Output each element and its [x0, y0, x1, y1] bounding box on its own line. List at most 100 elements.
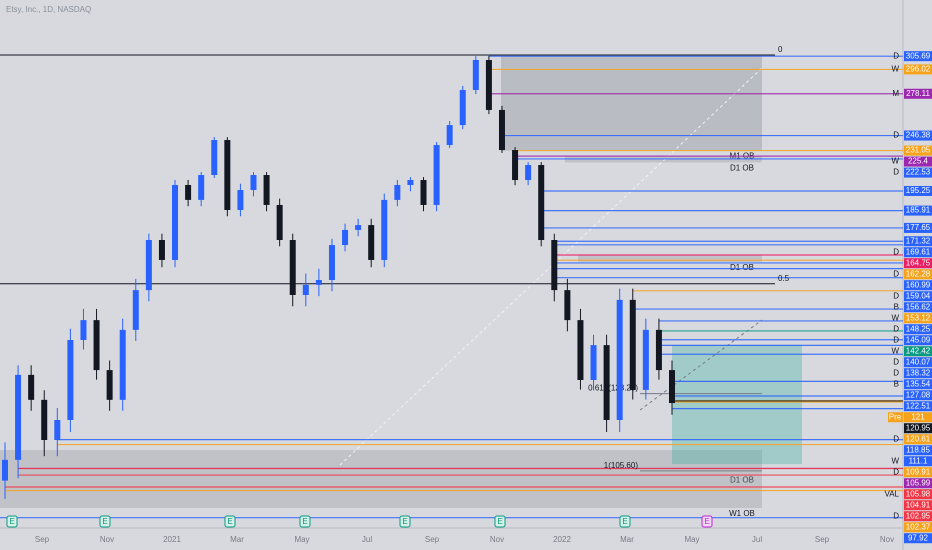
x-tick-label: May — [294, 535, 309, 544]
level-tag: D — [893, 368, 899, 377]
candle-body — [198, 175, 205, 200]
x-tick-label: Nov — [490, 535, 504, 544]
candle-body — [132, 290, 139, 330]
level-tag: D — [893, 357, 899, 366]
zone-label: D1 OB — [730, 163, 754, 172]
price-label: 121 — [911, 412, 925, 421]
price-label-bg — [904, 156, 932, 167]
candle-body — [263, 175, 270, 205]
candle-body — [642, 329, 649, 390]
earnings-label: E — [302, 517, 307, 526]
price-label: 225.4 — [908, 157, 929, 166]
level-tag: W — [891, 346, 899, 355]
x-tick-label: Nov — [880, 535, 894, 544]
order-block-zone — [0, 474, 762, 509]
candle-body — [616, 299, 623, 420]
candle-body — [328, 245, 335, 280]
candle-body — [472, 60, 479, 90]
candle-body — [446, 125, 453, 146]
candle-body — [512, 150, 519, 181]
level-tag: D — [893, 511, 899, 520]
x-tick-label: Sep — [815, 535, 830, 544]
price-label-bg — [904, 412, 932, 423]
price-label-bg — [904, 456, 932, 467]
level-tag: D — [893, 51, 899, 60]
price-label-bg — [904, 467, 932, 478]
price-label: 185.91 — [906, 206, 931, 215]
zone-label: W1 OB — [729, 509, 755, 518]
order-block-zone — [578, 254, 762, 262]
zone-label: D1 OB — [730, 476, 754, 485]
candle-body — [80, 320, 87, 340]
price-label: 246.38 — [906, 131, 931, 140]
price-label-bg — [904, 236, 932, 247]
earnings-marker — [701, 515, 713, 528]
price-label: 138.32 — [906, 368, 931, 377]
price-label-bg — [904, 533, 932, 544]
price-label-bg — [904, 390, 932, 401]
candle-body — [41, 399, 48, 440]
pre-tag-bg — [888, 412, 903, 423]
price-label-bg — [904, 185, 932, 196]
level-tag: B — [894, 379, 899, 388]
price-label: 145.09 — [906, 335, 931, 344]
fib-label: 1(105.60) — [604, 461, 639, 470]
candle-body — [407, 180, 414, 185]
price-label-bg — [904, 423, 932, 434]
candle-body — [485, 60, 492, 110]
fib-label: 0.5 — [778, 274, 790, 283]
x-tick-label: Sep — [425, 535, 440, 544]
earnings-marker — [224, 515, 236, 528]
candle-body — [54, 420, 61, 440]
zone-label: D1 OB — [730, 263, 754, 272]
trend-line — [639, 319, 763, 411]
price-label-bg — [904, 205, 932, 216]
price-label: 102.37 — [906, 522, 931, 531]
candle-body — [590, 345, 597, 380]
candle-body — [289, 240, 296, 295]
price-label-bg — [904, 346, 932, 357]
candle-body — [302, 284, 309, 295]
price-label: 104.91 — [906, 500, 931, 509]
price-label-bg — [904, 379, 932, 390]
price-label: 148.25 — [906, 324, 931, 333]
earnings-label: E — [227, 517, 232, 526]
level-tag: D — [893, 467, 899, 476]
earnings-marker — [99, 515, 111, 528]
price-label: 111.1 — [909, 456, 928, 465]
candle-body — [603, 345, 610, 420]
price-label-bg — [904, 522, 932, 533]
candle-body — [237, 190, 244, 210]
x-tick-label: Jul — [752, 535, 762, 544]
fib-label: 0 — [778, 45, 783, 54]
candle-body — [158, 240, 165, 260]
chart-title: Etsy, Inc., 1D, NASDAQ — [6, 5, 91, 14]
price-label: 105.98 — [906, 489, 931, 498]
price-label: 156.62 — [906, 302, 931, 311]
candle-body — [629, 299, 636, 390]
candle-body — [211, 140, 218, 176]
candle-body — [172, 184, 179, 260]
price-label-bg — [904, 269, 932, 280]
earnings-label: E — [497, 517, 502, 526]
price-label-bg — [904, 291, 932, 302]
candle-body — [28, 374, 35, 400]
candle-body — [145, 240, 152, 291]
candle-body — [106, 370, 113, 400]
price-label-bg — [904, 313, 932, 324]
price-label: 127.08 — [906, 390, 931, 399]
candle-body — [394, 184, 401, 200]
price-label: 162.28 — [906, 269, 931, 278]
price-label: 140.07 — [906, 357, 931, 366]
candle-body — [564, 290, 571, 321]
price-label: 102.95 — [906, 511, 931, 520]
x-tick-label: Sep — [35, 535, 50, 544]
candle-body — [250, 175, 257, 191]
price-label-bg — [904, 511, 932, 522]
order-block-zone — [0, 450, 762, 475]
level-tag: D — [893, 269, 899, 278]
candle-body — [67, 340, 74, 420]
level-tag: W — [891, 313, 899, 322]
